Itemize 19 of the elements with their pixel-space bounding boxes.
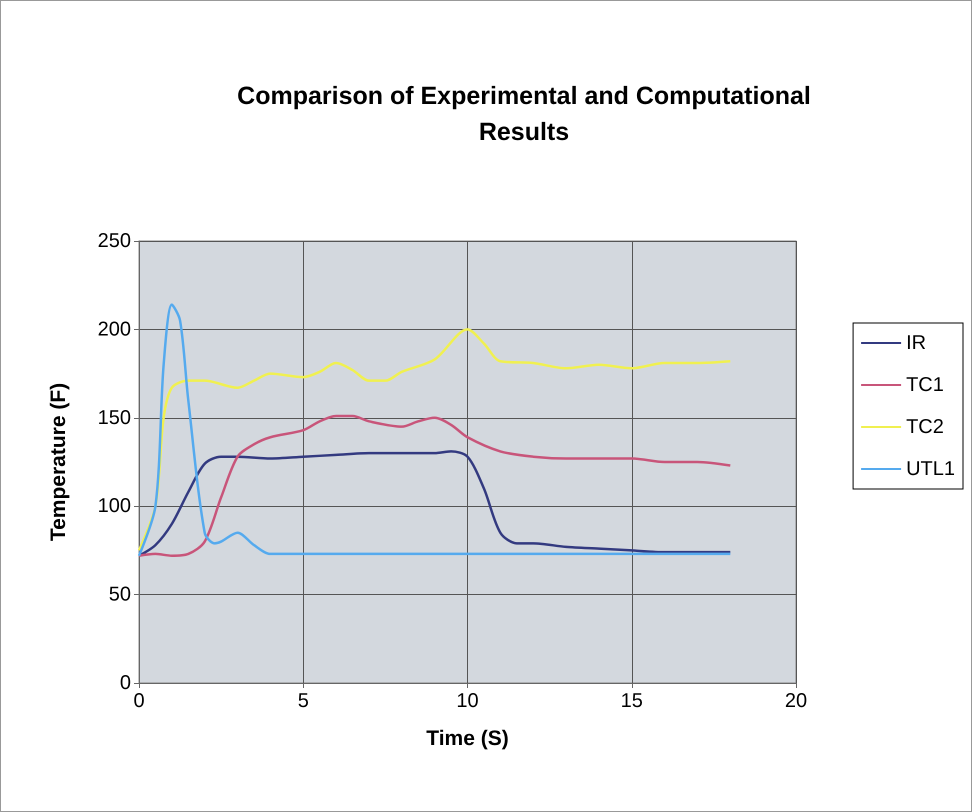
x-tick-label: 5 — [298, 690, 309, 712]
y-tick-label: 50 — [108, 584, 131, 606]
legend-label: UTL1 — [906, 458, 955, 480]
x-tick-label: 10 — [456, 690, 479, 712]
y-tick-label: 200 — [98, 318, 131, 340]
x-axis-title: Time (S) — [426, 727, 509, 750]
x-tick-label: 0 — [133, 690, 145, 712]
chart-title: Comparison of Experimental and Computational Results — [237, 82, 811, 146]
y-tick-label: 150 — [98, 406, 131, 429]
legend-label: TC2 — [906, 416, 944, 438]
x-tick-label: 15 — [620, 690, 643, 712]
y-tick-label: 100 — [98, 495, 131, 518]
y-tick-label: 0 — [120, 672, 131, 694]
y-axis-title: Temperature (F) — [47, 382, 70, 542]
line-series — [138, 414, 732, 557]
y-tick-label: 250 — [98, 230, 131, 252]
x-tick-label: 20 — [784, 690, 808, 712]
legend-label: TC1 — [906, 374, 944, 396]
legend-label: IR — [906, 332, 926, 354]
